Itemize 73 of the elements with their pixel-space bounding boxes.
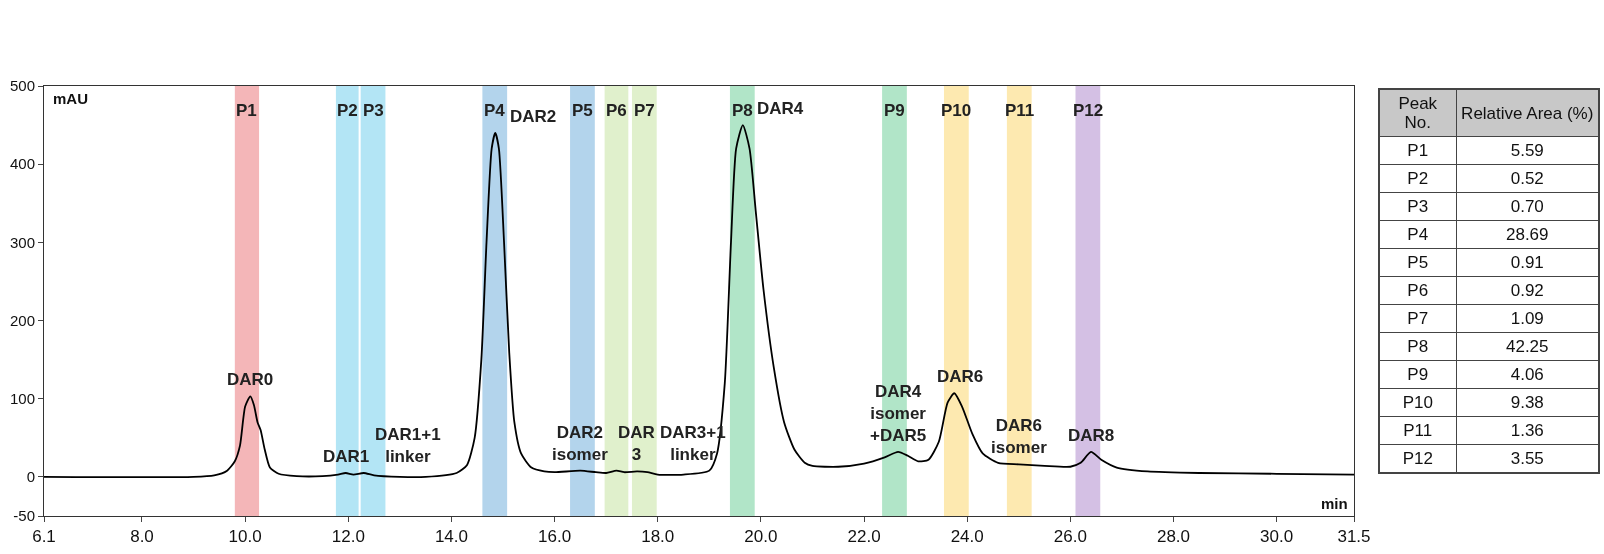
band-label: P9	[884, 101, 905, 120]
category-label: P12	[1379, 444, 1456, 473]
x-tick-label: 24.0	[950, 527, 984, 547]
data-label: 4.06	[1456, 360, 1599, 389]
y-tick-label: 100	[9, 389, 35, 407]
x-tick-label: 30.0	[1260, 527, 1294, 547]
data-label: 1.09	[1456, 304, 1599, 333]
x-tick-label: 14.0	[434, 527, 468, 547]
y-tick-label: 400	[9, 155, 35, 173]
category-label: P3	[1379, 192, 1456, 221]
band-label: P6	[606, 101, 627, 120]
data-label: 9.38	[1456, 388, 1599, 417]
data-label: 1.36	[1456, 416, 1599, 445]
annotation: DAR2	[510, 107, 557, 126]
band-label: P5	[572, 101, 593, 120]
annotation: DAR2 isomer	[552, 423, 609, 465]
x-tick-label: 28.0	[1156, 527, 1191, 547]
annotation: DAR6	[937, 367, 984, 386]
data-label: 28.69	[1456, 220, 1599, 249]
data-label: 0.92	[1456, 276, 1599, 305]
band-label: P10	[941, 101, 972, 120]
text: Peak No.	[1379, 89, 1456, 137]
annotation: DAR8	[1068, 426, 1115, 445]
category-label: P1	[1379, 136, 1456, 165]
category-label: P7	[1379, 304, 1456, 333]
band-label: P12	[1073, 101, 1104, 120]
annotation: DAR 3	[618, 423, 655, 465]
x-tick-label: 18.0	[641, 527, 675, 547]
x-axis-title: min	[1321, 495, 1348, 512]
x-tick-label: 10.0	[228, 527, 262, 547]
x-tick-label: 20.0	[744, 527, 778, 547]
band-label: P3	[363, 101, 384, 120]
x-tick-label: 8.0	[130, 527, 154, 547]
y-tick-label: 0	[26, 468, 35, 486]
x-tick-label: 26.0	[1053, 527, 1087, 547]
x-tick-label: 22.0	[847, 527, 881, 547]
y-tick-label: 500	[9, 77, 35, 95]
band-label: P1	[236, 101, 257, 120]
data-label: 0.91	[1456, 248, 1599, 277]
category-label: P9	[1379, 360, 1456, 389]
category-label: P4	[1379, 220, 1456, 249]
annotation: DAR1	[323, 447, 370, 466]
data-label: 0.52	[1456, 164, 1599, 193]
band-label: P8	[732, 101, 753, 120]
band-label: P2	[337, 101, 358, 120]
category-label: P10	[1379, 388, 1456, 417]
band-label: P4	[484, 101, 506, 120]
data-label: 3.55	[1456, 444, 1599, 473]
category-label: P2	[1379, 164, 1456, 193]
annotation: DAR4 isomer +DAR5	[870, 382, 927, 446]
x-tick-label: 6.1	[32, 527, 56, 547]
annotation: DAR1+1 linker	[375, 425, 441, 467]
category-label: P6	[1379, 276, 1456, 305]
category-label: P8	[1379, 332, 1456, 361]
data-label: 0.70	[1456, 192, 1599, 221]
annotation: DAR4	[757, 99, 804, 118]
data-label: 5.59	[1456, 136, 1599, 165]
category-label: P11	[1379, 416, 1456, 445]
band-label: P7	[634, 101, 655, 120]
y-tick-label: -50	[13, 507, 35, 525]
y-tick-label: 300	[9, 233, 35, 251]
y-tick-label: 200	[9, 311, 35, 329]
text: Relative Area (%)	[1456, 89, 1599, 137]
x-tick-label: 12.0	[331, 527, 365, 547]
line-series	[44, 124, 1354, 479]
x-tick-label: 31.5	[1337, 527, 1371, 547]
category-label: P5	[1379, 248, 1456, 277]
y-axis-title: mAU	[53, 90, 89, 107]
band-label: P11	[1005, 101, 1035, 120]
data-label: 42.25	[1456, 332, 1599, 361]
annotation: DAR6 isomer	[991, 416, 1048, 458]
x-tick-label: 16.0	[538, 527, 572, 547]
annotation: DAR0	[227, 370, 274, 389]
